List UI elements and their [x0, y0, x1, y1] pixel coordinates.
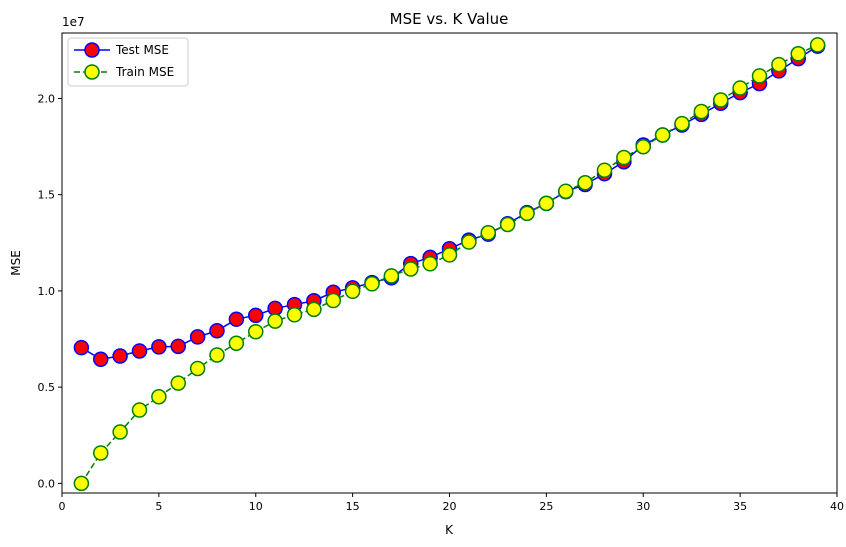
x-tick-label: 15 [346, 500, 360, 513]
data-point [480, 225, 496, 241]
data-point [73, 339, 90, 356]
legend: Test MSE Train MSE [67, 37, 189, 87]
data-point [364, 276, 380, 292]
x-tick-label: 35 [733, 500, 747, 513]
data-point [267, 300, 283, 317]
data-point [596, 162, 613, 178]
data-point [616, 149, 632, 166]
data-point [112, 348, 128, 364]
data-point [93, 351, 109, 367]
data-point [131, 343, 148, 359]
y-tick-label: 1.5 [38, 189, 56, 202]
data-point [248, 307, 264, 324]
data-point [189, 329, 206, 345]
y-axis-ticks: 0.0 0.5 1.0 1.5 2.0 [38, 92, 62, 490]
y-scale-offset-label: 1e7 [62, 15, 85, 29]
x-axis-ticks: 0 5 10 15 20 25 30 35 40 [59, 493, 844, 513]
data-point [519, 205, 535, 222]
data-point [248, 323, 264, 340]
data-point [325, 292, 341, 309]
x-tick-label: 20 [443, 500, 457, 513]
data-point [422, 256, 438, 272]
data-point [228, 335, 245, 352]
data-point [209, 322, 225, 339]
x-tick-label: 30 [636, 500, 650, 513]
y-tick-label: 1.0 [38, 285, 56, 298]
x-axis-label: K [445, 523, 454, 537]
y-axis-label: MSE [9, 250, 23, 276]
data-point [809, 37, 826, 53]
data-point [461, 234, 477, 250]
data-point [713, 92, 729, 108]
x-tick-label: 10 [249, 500, 263, 513]
data-point [751, 68, 768, 84]
data-point [403, 261, 419, 277]
legend-marker-swatch [84, 64, 100, 80]
data-point [306, 301, 322, 318]
data-point [635, 138, 651, 155]
x-tick-label: 5 [155, 500, 162, 513]
x-tick-label: 25 [539, 500, 553, 513]
series-layer [73, 37, 826, 492]
data-point [267, 313, 283, 329]
data-point [441, 247, 458, 263]
data-point [558, 183, 574, 199]
series-train-mse [73, 37, 826, 492]
y-tick-label: 0.5 [38, 381, 56, 394]
plot-frame [61, 32, 838, 494]
data-point [538, 195, 555, 212]
data-point [151, 339, 167, 355]
legend-marker-swatch [84, 42, 100, 58]
data-point [790, 46, 806, 62]
x-tick-label: 0 [59, 500, 66, 513]
data-point [771, 56, 787, 73]
data-point [344, 283, 361, 300]
data-point [131, 402, 148, 418]
data-point [189, 360, 206, 377]
data-point [209, 347, 225, 363]
y-tick-label: 2.0 [38, 92, 56, 105]
y-tick-label: 0.0 [38, 477, 56, 490]
data-point [499, 216, 516, 233]
data-point [112, 424, 128, 440]
x-tick-label: 40 [830, 500, 844, 513]
data-point [674, 115, 690, 132]
data-point [286, 307, 303, 323]
data-point [151, 389, 167, 405]
legend-label: Train MSE [115, 65, 174, 79]
data-point [383, 268, 400, 284]
data-point [73, 475, 90, 492]
data-point [732, 80, 748, 96]
data-point [577, 174, 593, 191]
data-point [170, 338, 186, 355]
legend-label: Test MSE [115, 43, 169, 57]
data-point [693, 103, 710, 120]
data-point [654, 127, 671, 143]
data-point [228, 311, 245, 327]
chart-title: MSE vs. K Value [390, 10, 509, 28]
data-point [93, 445, 109, 461]
data-point [170, 375, 186, 391]
